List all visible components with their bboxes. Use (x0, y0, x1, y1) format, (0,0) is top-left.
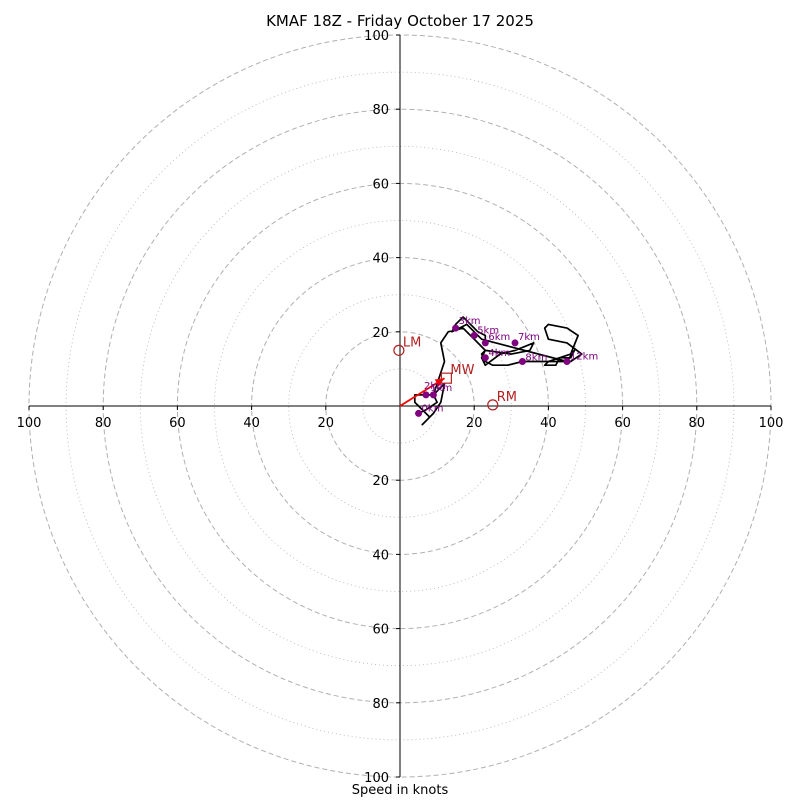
height-dot-4km (481, 354, 489, 362)
shear-arrow-head (434, 378, 445, 387)
y-tick-label-up: 20 (372, 326, 389, 341)
y-tick-label-down: 60 (372, 623, 389, 638)
height-label-12km: 12km (570, 351, 598, 362)
y-tick-label-up: 40 (372, 252, 389, 267)
x-tick-label: 80 (689, 416, 706, 431)
y-tick-label-down: 100 (364, 771, 389, 786)
height-dot-2km (422, 391, 430, 399)
height-dot-6km (481, 339, 489, 347)
x-tick-label: 60 (169, 416, 186, 431)
x-tick-label: 100 (17, 416, 42, 431)
y-tick-label-down: 20 (372, 474, 389, 489)
lm-label: LM (403, 335, 421, 350)
x-axis-label: Speed in knots (351, 783, 449, 798)
height-label-1km: 1km (430, 383, 452, 394)
rm-label: RM (497, 390, 517, 405)
height-dot-12km (563, 357, 571, 365)
chart-title: KMAF 18Z - Friday October 17 2025 (266, 12, 534, 30)
x-tick-label: 80 (95, 416, 112, 431)
x-tick-label: 100 (759, 416, 784, 431)
height-label-3km: 3km (459, 316, 481, 327)
height-dot-3km (452, 324, 460, 332)
x-tick-label: 20 (466, 416, 483, 431)
hodograph-trace (413, 316, 583, 426)
y-tick-label-down: 80 (372, 697, 389, 712)
storm-motion-markers: LM RM MW (393, 335, 517, 411)
shear-vector (399, 377, 445, 407)
lm-marker (393, 344, 405, 356)
x-tick-label: 40 (243, 416, 260, 431)
height-label-6km: 6km (488, 332, 510, 343)
rm-marker (487, 399, 499, 411)
x-tick-label: 60 (614, 416, 631, 431)
height-label-2km: 2km (424, 381, 446, 392)
height-label-4km: 4km (488, 348, 510, 359)
mw-label: MW (450, 363, 474, 378)
wind-trace (413, 316, 583, 426)
height-dot-5km (470, 332, 478, 340)
x-tick-label: 20 (318, 416, 335, 431)
height-label-0km: 0km (422, 403, 444, 414)
x-tick-label: 40 (540, 416, 557, 431)
mw-marker (440, 372, 452, 384)
height-dot-7km (511, 339, 519, 347)
height-dot-0km (415, 409, 423, 417)
y-tick-label-down: 40 (372, 548, 389, 563)
y-tick-label-up: 80 (372, 103, 389, 118)
height-dot-1km (429, 391, 437, 399)
tick-labels: 100 80 60 40 20 20 40 60 80 100 20 40 60 80 100 20 40 60 8… (17, 29, 784, 786)
y-tick-label-up: 100 (364, 29, 389, 44)
height-dot-8km (518, 357, 526, 365)
height-label-5km: 5km (477, 326, 499, 337)
height-label-8km: 8km (525, 352, 547, 363)
y-tick-label-up: 60 (372, 177, 389, 192)
height-label-7km: 7km (518, 332, 540, 343)
